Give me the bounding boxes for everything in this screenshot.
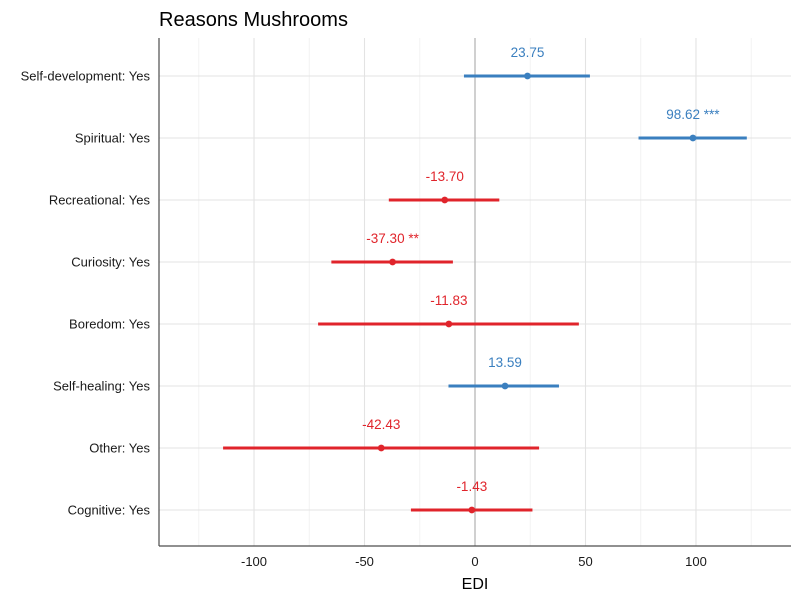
estimates: 23.75 98.62 *** -13.70 -37.30 ** -11.83 13.59…	[223, 45, 747, 514]
estimate-point	[689, 134, 697, 142]
y-tick-label: Other: Yes	[89, 441, 150, 456]
y-tick-label: Boredom: Yes	[69, 317, 150, 332]
y-tick-label: Recreational: Yes	[49, 193, 151, 208]
x-axis-title: EDI	[462, 576, 489, 593]
estimate-point	[524, 72, 531, 80]
estimate-point	[468, 506, 476, 514]
estimate-point	[445, 320, 453, 328]
x-tick-label: -100	[241, 554, 267, 569]
chart-title: Reasons Mushrooms	[159, 9, 348, 31]
x-tick-label: 0	[471, 554, 478, 569]
estimate-point	[389, 258, 396, 266]
estimate-point	[377, 444, 385, 452]
y-tick-label: Self-development: Yes	[21, 69, 151, 84]
y-tick-label: Curiosity: Yes	[71, 255, 150, 270]
estimate-label: -1.43	[456, 479, 487, 494]
estimate-label: 13.59	[488, 355, 522, 370]
estimate-point	[501, 382, 509, 390]
estimate-label: -42.43	[362, 417, 400, 432]
x-tick-label: -50	[355, 554, 374, 569]
estimate-label: 98.62 ***	[666, 107, 720, 122]
estimate-label: 23.75	[511, 45, 545, 60]
y-tick-label: Cognitive: Yes	[68, 503, 151, 518]
y-tick-label: Self-healing: Yes	[53, 379, 150, 394]
estimate-label: -13.70	[426, 169, 464, 184]
estimate-label: -11.83	[430, 293, 467, 308]
estimate-point	[441, 196, 449, 204]
axes: -100 -50 0 50 100 Self-development: Yes Spirit…	[21, 38, 791, 569]
x-tick-label: 100	[685, 554, 707, 569]
x-tick-label: 50	[578, 554, 592, 569]
estimate-label: -37.30 **	[366, 231, 419, 246]
y-tick-label: Spiritual: Yes	[75, 131, 151, 146]
